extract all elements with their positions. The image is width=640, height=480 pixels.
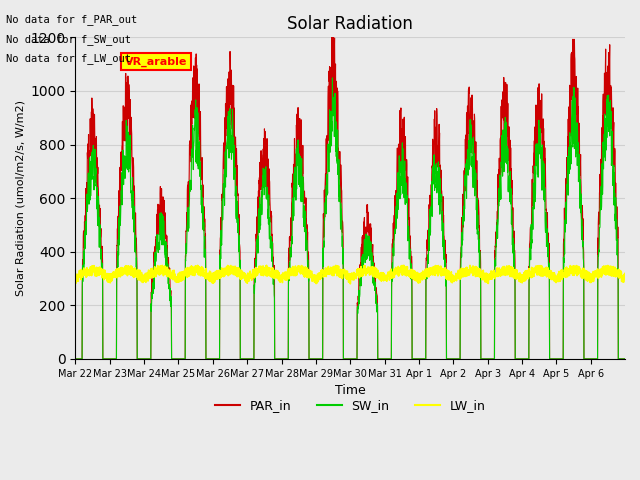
SW_in: [621, 356, 629, 362]
Line: SW_in: SW_in: [76, 78, 625, 359]
X-axis label: Time: Time: [335, 384, 365, 397]
Legend: PAR_in, SW_in, LW_in: PAR_in, SW_in, LW_in: [210, 394, 490, 417]
LW_in: [245, 278, 253, 284]
SW_in: [328, 75, 336, 81]
Text: No data for f_SW_out: No data for f_SW_out: [6, 34, 131, 45]
SW_in: [72, 356, 79, 362]
LW_in: [547, 275, 555, 280]
PAR_in: [614, 233, 621, 239]
PAR_in: [547, 356, 555, 362]
SW_in: [383, 356, 391, 362]
LW_in: [383, 273, 391, 279]
Text: VR_arable: VR_arable: [125, 57, 187, 67]
LW_in: [127, 264, 134, 269]
LW_in: [516, 270, 524, 276]
LW_in: [72, 278, 79, 284]
Y-axis label: Solar Radiation (umol/m2/s, W/m2): Solar Radiation (umol/m2/s, W/m2): [15, 100, 25, 296]
SW_in: [547, 356, 555, 362]
Title: Solar Radiation: Solar Radiation: [287, 15, 413, 33]
PAR_in: [516, 356, 524, 362]
PAR_in: [72, 356, 79, 362]
Line: LW_in: LW_in: [76, 265, 625, 284]
PAR_in: [127, 96, 134, 102]
SW_in: [127, 156, 134, 162]
Text: No data for f_PAR_out: No data for f_PAR_out: [6, 14, 138, 25]
PAR_in: [621, 356, 629, 362]
LW_in: [400, 263, 408, 268]
Text: No data for f_LW_out: No data for f_LW_out: [6, 53, 131, 64]
SW_in: [516, 356, 524, 362]
SW_in: [614, 243, 621, 249]
PAR_in: [330, 23, 337, 29]
LW_in: [614, 268, 621, 274]
LW_in: [346, 281, 354, 287]
Line: PAR_in: PAR_in: [76, 26, 625, 359]
LW_in: [621, 271, 629, 276]
PAR_in: [245, 356, 253, 362]
SW_in: [245, 356, 253, 362]
PAR_in: [383, 356, 391, 362]
